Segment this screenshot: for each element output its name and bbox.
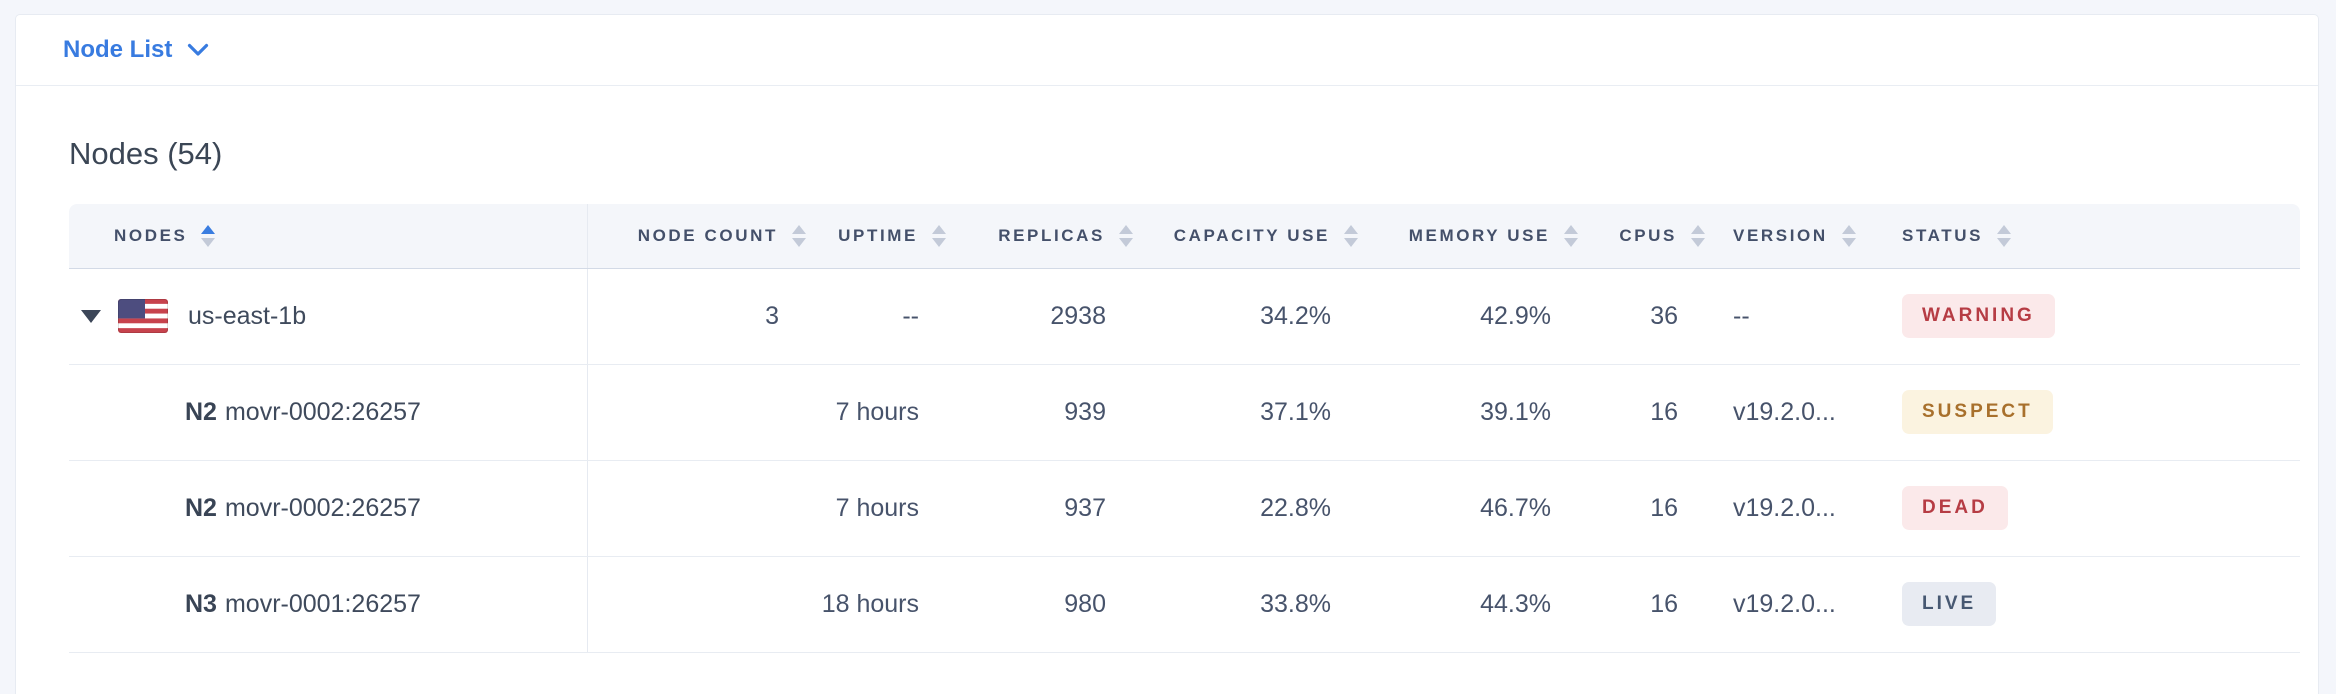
node-name-cell: N2 movr-0002:26257 xyxy=(70,398,586,427)
column-label: NODES xyxy=(114,225,188,245)
version-cell: -- xyxy=(1718,268,1886,365)
replicas-cell: 2938 xyxy=(959,268,1146,365)
column-header-memory-use[interactable]: MEMORY USE xyxy=(1371,204,1591,269)
column-label: MEMORY USE xyxy=(1408,225,1550,245)
node-address: movr-0001:26257 xyxy=(224,589,421,618)
main-content: Nodes (54) NODES xyxy=(16,134,2318,653)
node-name-cell: N2 movr-0002:26257 xyxy=(70,494,586,523)
view-selector-label: Node List xyxy=(63,36,173,63)
column-label: UPTIME xyxy=(838,225,918,245)
sort-icon xyxy=(1119,224,1133,247)
column-header-version[interactable]: VERSION xyxy=(1718,204,1886,269)
us-flag-icon xyxy=(118,299,168,333)
status-badge: SUSPECT xyxy=(1902,390,2053,434)
column-header-cpus[interactable]: CPUS xyxy=(1591,204,1718,269)
node-address: movr-0002:26257 xyxy=(224,397,421,426)
memory-use-cell: 42.9% xyxy=(1371,268,1591,365)
node-count-cell: 3 xyxy=(587,268,819,365)
column-header-nodes[interactable]: NODES xyxy=(69,204,588,269)
uptime-cell: 7 hours xyxy=(819,460,959,557)
table-row[interactable]: us-east-1b 3 -- 2938 34.2% 42.9% 36 -- W… xyxy=(69,268,2300,365)
node-count-cell xyxy=(587,556,819,653)
status-badge: DEAD xyxy=(1902,486,2008,530)
node-address: movr-0002:26257 xyxy=(224,493,421,522)
capacity-use-cell: 33.8% xyxy=(1146,556,1371,653)
column-header-capacity-use[interactable]: CAPACITY USE xyxy=(1146,204,1371,269)
chevron-down-icon xyxy=(188,43,209,56)
column-header-node-count[interactable]: NODE COUNT xyxy=(587,204,819,269)
memory-use-cell: 39.1% xyxy=(1371,364,1591,461)
cpus-cell: 16 xyxy=(1591,364,1718,461)
node-count-cell xyxy=(587,364,819,461)
table-row[interactable]: N3 movr-0001:26257 18 hours 980 33.8% 44… xyxy=(69,556,2300,653)
uptime-cell: -- xyxy=(819,268,959,365)
status-badge: WARNING xyxy=(1902,294,2055,338)
node-list-card: Node List Nodes (54) NODES xyxy=(15,14,2319,694)
node-count-cell xyxy=(587,460,819,557)
table-row[interactable]: N2 movr-0002:26257 7 hours 937 22.8% 46.… xyxy=(69,460,2300,557)
sort-icon xyxy=(1997,224,2012,247)
status-badge: LIVE xyxy=(1902,582,1997,626)
column-label: CAPACITY USE xyxy=(1173,225,1330,245)
memory-use-cell: 44.3% xyxy=(1371,556,1591,653)
status-cell: WARNING xyxy=(1886,268,2300,365)
sort-icon xyxy=(792,224,806,247)
status-cell: LIVE xyxy=(1886,556,2300,653)
view-selector-dropdown[interactable]: Node List xyxy=(63,36,209,64)
column-label: VERSION xyxy=(1733,225,1828,245)
sort-icon xyxy=(1841,224,1856,247)
node-name-cell: us-east-1b xyxy=(70,299,586,333)
view-selector-bar: Node List xyxy=(16,15,2318,86)
capacity-use-cell: 34.2% xyxy=(1146,268,1371,365)
replicas-cell: 937 xyxy=(959,460,1146,557)
sort-icon xyxy=(1564,224,1578,247)
column-label: STATUS xyxy=(1902,225,1984,245)
version-cell: v19.2.0... xyxy=(1718,364,1886,461)
table-header-row: NODES NODE COUNT xyxy=(69,204,2300,269)
cpus-cell: 36 xyxy=(1591,268,1718,365)
node-id: N2 xyxy=(185,493,217,522)
replicas-cell: 980 xyxy=(959,556,1146,653)
sort-icon-active-asc xyxy=(201,224,216,247)
column-label: REPLICAS xyxy=(998,225,1105,245)
sort-icon xyxy=(1691,224,1705,247)
uptime-cell: 18 hours xyxy=(819,556,959,653)
column-label: CPUS xyxy=(1619,225,1677,245)
collapse-toggle-icon[interactable] xyxy=(81,309,101,323)
node-name-cell: N3 movr-0001:26257 xyxy=(70,590,586,619)
node-id: N3 xyxy=(185,589,217,618)
column-header-status[interactable]: STATUS xyxy=(1886,204,2300,269)
status-cell: DEAD xyxy=(1886,460,2300,557)
version-cell: v19.2.0... xyxy=(1718,460,1886,557)
column-header-replicas[interactable]: REPLICAS xyxy=(959,204,1146,269)
nodes-table: NODES NODE COUNT xyxy=(69,204,2300,653)
cpus-cell: 16 xyxy=(1591,556,1718,653)
column-header-uptime[interactable]: UPTIME xyxy=(819,204,959,269)
version-cell: v19.2.0... xyxy=(1718,556,1886,653)
capacity-use-cell: 22.8% xyxy=(1146,460,1371,557)
node-id: N2 xyxy=(185,397,217,426)
replicas-cell: 939 xyxy=(959,364,1146,461)
sort-icon xyxy=(1344,224,1358,247)
capacity-use-cell: 37.1% xyxy=(1146,364,1371,461)
sort-icon xyxy=(932,224,946,247)
column-label: NODE COUNT xyxy=(637,225,778,245)
page-title: Nodes (54) xyxy=(69,136,223,171)
cpus-cell: 16 xyxy=(1591,460,1718,557)
memory-use-cell: 46.7% xyxy=(1371,460,1591,557)
table-row[interactable]: N2 movr-0002:26257 7 hours 939 37.1% 39.… xyxy=(69,364,2300,461)
uptime-cell: 7 hours xyxy=(819,364,959,461)
status-cell: SUSPECT xyxy=(1886,364,2300,461)
region-name: us-east-1b xyxy=(188,301,307,330)
